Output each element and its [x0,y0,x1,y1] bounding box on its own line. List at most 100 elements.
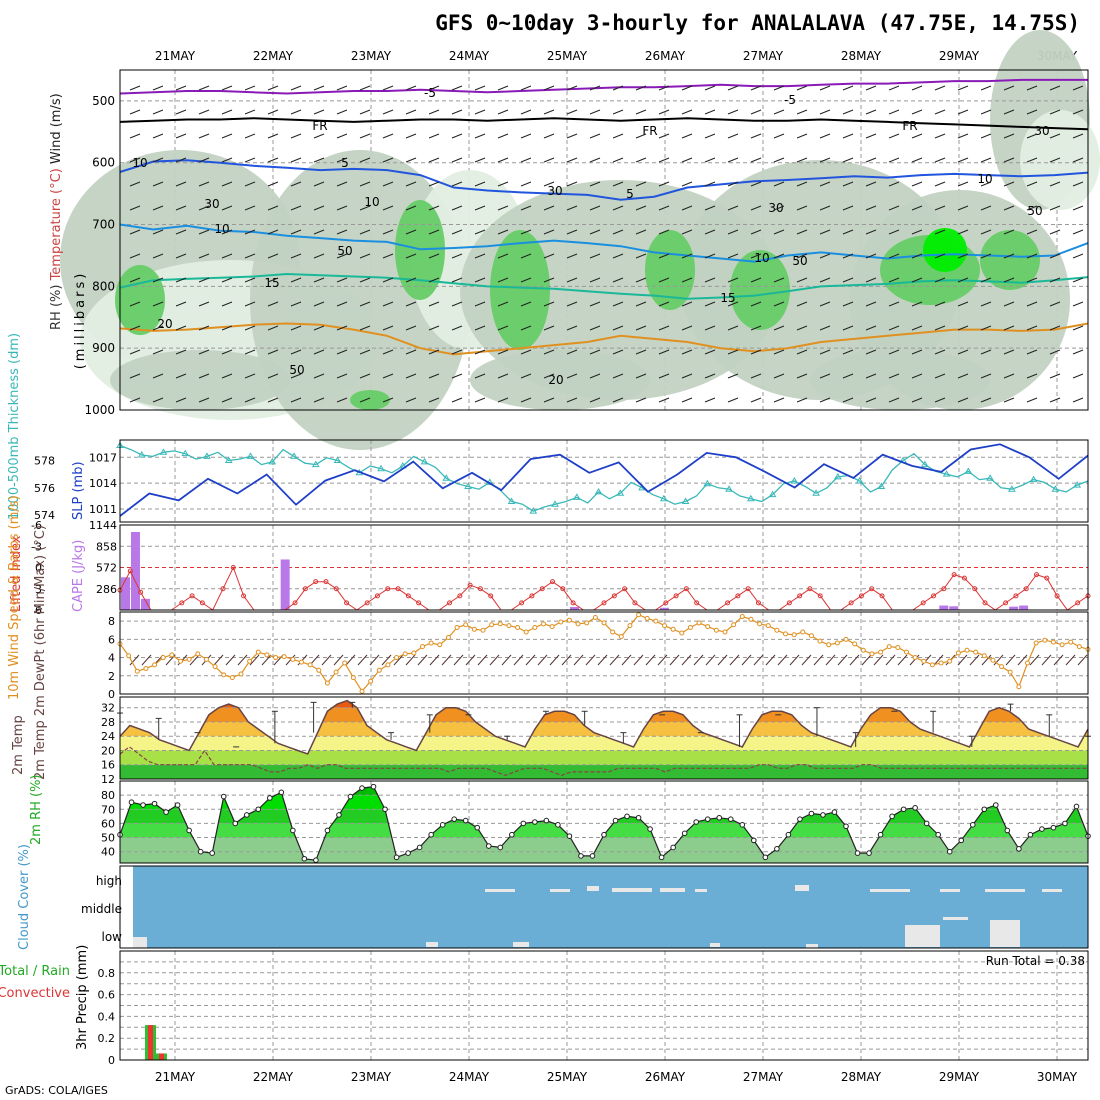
wind-barb [1003,253,1015,259]
wind-speed-marker [350,675,356,681]
thickness-marker [507,497,516,504]
wind-barb [934,301,946,307]
wind-barb [428,157,440,163]
wind-barb [129,253,141,259]
wind-barb [175,277,187,283]
wind-speed-marker [229,675,235,681]
wind-barb [244,325,256,331]
wind-barb [704,301,716,307]
x-tick-label-bottom: 24MAY [449,1070,490,1084]
thickness-marker [224,456,233,463]
rh-marker [889,813,895,820]
wind-barb [175,301,187,307]
rh-marker [774,846,780,852]
wind-barb [681,654,692,666]
wind-barb [267,181,279,187]
isotherm-FR [119,117,1089,131]
rh-shading [645,230,695,310]
lifted-marker [1054,593,1060,599]
wind-barb [704,181,716,187]
lifted-tick-label: 3 [35,583,42,596]
wind-barb [980,229,992,235]
wind-barb [520,205,532,211]
wind-speed-marker [281,654,287,660]
wind-barb [428,301,440,307]
wind-barb [520,373,532,379]
lifted-marker [941,586,947,592]
precip-panel: 0 0.2 0.4 0.6 0.8 Run Total = 0.38 Total / Rai… [0,945,1089,1067]
wind-speed-marker [748,616,754,622]
wind-barb [428,373,440,379]
wind-barb [290,325,302,331]
wind-barb [773,229,785,235]
wind-barb [934,205,946,211]
rh-marker [797,816,803,822]
wind-barb [453,654,464,666]
wind-speed-marker [368,678,374,684]
wind-barb [589,205,601,211]
wind-barb [1026,133,1038,139]
wind-barb [175,253,187,259]
rh-marker [439,822,446,828]
wind-barb [451,253,463,259]
y-tick-label: 900 [92,341,115,355]
wind-barb [612,205,624,211]
rh-marker [543,817,550,824]
y-tick-label: 16 [101,759,115,772]
wind-barb [497,181,509,187]
wind-barb [369,654,380,666]
thickness-marker [377,464,385,472]
wind-barb [658,109,670,115]
lifted-marker [1003,600,1009,606]
thickness-marker [877,482,886,489]
wind-barb [152,205,164,211]
y-tick-label: 50 [101,832,115,845]
wind-barb [405,373,417,379]
wind-barb [152,253,164,259]
wind-barb [612,157,624,163]
thickness-marker [1007,485,1016,492]
wind-barb [566,85,578,91]
wind-barb [1072,109,1084,115]
wind-barb [267,85,279,91]
rh-marker [1062,820,1068,827]
wind-speed-marker [195,651,201,657]
wind-speed-marker [506,623,512,629]
wind-barb [842,373,854,379]
wind-barb [1072,85,1084,91]
rh-marker [140,802,146,808]
wind-barb [727,397,739,403]
wind-speed-marker [826,642,832,648]
wind-barb [704,397,716,403]
cloud-patch [1042,889,1062,892]
lifted-marker [539,586,545,592]
wind-barb [957,654,968,666]
rh-marker [785,831,792,838]
temperature-line [119,699,1089,755]
wind-barb [428,253,440,259]
wind-barb [474,349,486,355]
rh-marker [451,816,457,822]
y-axis-label: 3hr Precip (mm) [75,945,90,1050]
thickness-slp-panel: 1011 1014 1017 574 576 578 1000-500mb Thicknes… [7,333,1089,523]
wind-barb [888,397,900,403]
rh-marker [462,817,469,824]
wind-barb [244,205,256,211]
wind-barb [796,397,808,403]
x-tick-label-top: 23MAY [351,49,392,63]
wind-speed-marker [929,662,935,668]
wind-barb [612,229,624,235]
cloud-patch [550,889,570,892]
rh-marker [382,806,388,813]
wind-barb [612,325,624,331]
wind-barb [1072,229,1084,235]
wind-barb [152,85,164,91]
rh-marker [601,831,607,838]
wind-barb [635,253,647,259]
wind-barb [382,229,394,235]
wind-speed-marker [783,631,788,637]
rh-marker [532,819,538,825]
wind-barb [888,373,900,379]
wind-barb [336,157,348,163]
rh-marker [739,822,746,828]
